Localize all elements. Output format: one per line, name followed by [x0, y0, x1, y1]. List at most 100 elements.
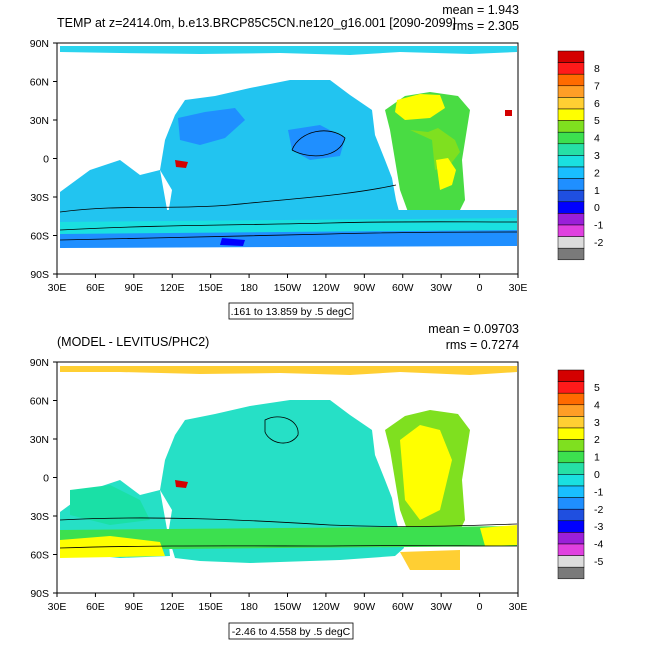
y-tick-label: 0 [43, 154, 49, 166]
range-label-2: -2.46 to 4.558 by .5 degC [232, 626, 351, 638]
colorbar-swatch [557, 381, 585, 394]
colorbar-swatch [557, 369, 585, 382]
colorbar-swatch [557, 485, 585, 498]
y-tick-label: 0 [43, 473, 49, 485]
colorbar-label: 2 [594, 434, 600, 446]
colorbar-swatch [557, 120, 585, 133]
contour-line-6 [59, 545, 518, 549]
atlantic-warm-2 [400, 425, 452, 520]
colorbar-swatch [557, 97, 585, 110]
colorbar-swatch [557, 236, 585, 249]
x-tick-label: 90W [354, 601, 376, 613]
colorbar-label: -5 [594, 556, 603, 568]
colorbar-swatch [557, 497, 585, 510]
x-tick-label: 90E [124, 282, 143, 294]
colorbar-swatch [557, 155, 585, 168]
y-tick-label: 30S [30, 192, 49, 204]
colorbar-label: 0 [594, 202, 600, 214]
colorbar-label: 5 [594, 115, 600, 127]
panel-1-rms: rms = 2.305 [453, 19, 519, 33]
y-tick-label: 60S [30, 231, 49, 243]
x-tick-label: 30E [509, 601, 528, 613]
colorbar-label: 5 [594, 382, 600, 394]
colorbar-swatch [557, 392, 585, 406]
y-tick-label: 90S [30, 588, 49, 600]
x-tick-label: 120E [160, 601, 185, 613]
southern-warm-patch-4 [400, 550, 460, 570]
colorbar-1: 8 7 6 5 4 3 2 1 0 -1 -2 [557, 50, 603, 261]
colorbar-label: 3 [594, 150, 600, 162]
y-tick-label: 60N [30, 396, 49, 408]
colorbar-label: 0 [594, 469, 600, 481]
colorbar-swatch [557, 131, 585, 145]
colorbar-swatch [557, 73, 585, 87]
range-label-1: .161 to 13.859 by .5 degC [231, 306, 352, 318]
colorbar-label: -3 [594, 521, 603, 533]
colorbar-swatch [557, 189, 585, 203]
colorbar-label: 1 [594, 452, 600, 464]
north-atlantic-warm-1 [395, 94, 445, 120]
x-tick-label: 90W [354, 282, 376, 294]
range-box-2 [228, 622, 354, 640]
southern-band-a-2 [60, 526, 517, 550]
contour-line-1 [59, 221, 518, 231]
colorbar-swatch [557, 166, 585, 179]
pacific-ocean-2 [160, 400, 404, 563]
y-tick-label: 30N [30, 434, 49, 446]
colorbar-label: -4 [594, 539, 603, 551]
x-tick-label: 150W [274, 601, 302, 613]
contour-line-3 [59, 184, 397, 213]
colorbar-swatch [557, 462, 585, 475]
colorbar-label: -1 [594, 486, 603, 498]
contour-line-4 [291, 130, 346, 157]
colorbar-swatch [557, 404, 585, 417]
x-tick-label: 90E [124, 601, 143, 613]
panel-2-mean: mean = 0.09703 [428, 322, 519, 336]
red-spot-2 [505, 110, 512, 116]
colorbar-label: -2 [594, 237, 603, 249]
y-axis-2: 90N 60N 30N 0 30S 60S 90S [30, 357, 57, 600]
x-tick-label: 120W [312, 282, 340, 294]
x-tick-label: 60E [86, 282, 105, 294]
y-tick-label: 90S [30, 269, 49, 281]
panel-1-title: TEMP at z=2414.0m, b.e13.BRCP85C5CN.ne12… [57, 16, 456, 30]
x-tick-label: 150E [198, 282, 223, 294]
y-tick-label: 30N [30, 115, 49, 127]
panel-1-mean: mean = 1.943 [442, 3, 519, 17]
colorbar-swatch [557, 555, 585, 568]
colorbar-swatch [557, 416, 585, 429]
x-tick-label: 0 [477, 282, 483, 294]
colorbar-swatch [557, 62, 585, 75]
map-area-2 [56, 361, 519, 594]
colorbar-swatch [557, 143, 585, 156]
southern-band-c-1 [60, 230, 517, 248]
colorbar-swatch [557, 201, 585, 214]
colorbar-swatch [557, 213, 585, 226]
red-spot-3 [175, 480, 188, 488]
north-pacific-cold-1 [288, 125, 345, 160]
x-tick-label: 150E [198, 601, 223, 613]
panel-2-rms: rms = 0.7274 [446, 338, 519, 352]
colorbar-label: -1 [594, 220, 603, 232]
antarctic-cold-patch-1 [220, 238, 245, 246]
x-tick-label: 0 [477, 601, 483, 613]
contour-line-7 [264, 416, 299, 444]
colorbar-swatch [557, 247, 585, 261]
colorbar-swatch [557, 224, 585, 237]
west-pacific-cold-1 [178, 108, 245, 145]
x-tick-label: 30E [509, 282, 528, 294]
colorbar-swatch [557, 450, 585, 464]
x-axis-2: 30E 60E 90E 120E 150E 180 150W 120W 90W 60W 30W 0 30… [48, 593, 528, 613]
indian-warm-2 [70, 485, 150, 525]
x-tick-label: 120W [312, 601, 340, 613]
colorbar-label: 8 [594, 63, 600, 75]
colorbar-label: 2 [594, 167, 600, 179]
southern-warm-patch-3 [480, 525, 517, 546]
x-tick-label: 180 [240, 282, 258, 294]
colorbar-swatch [557, 439, 585, 452]
colorbar-label: 6 [594, 98, 600, 110]
colorbar-swatch [557, 508, 585, 522]
x-tick-label: 60W [392, 601, 414, 613]
contour-line-2 [59, 231, 518, 241]
